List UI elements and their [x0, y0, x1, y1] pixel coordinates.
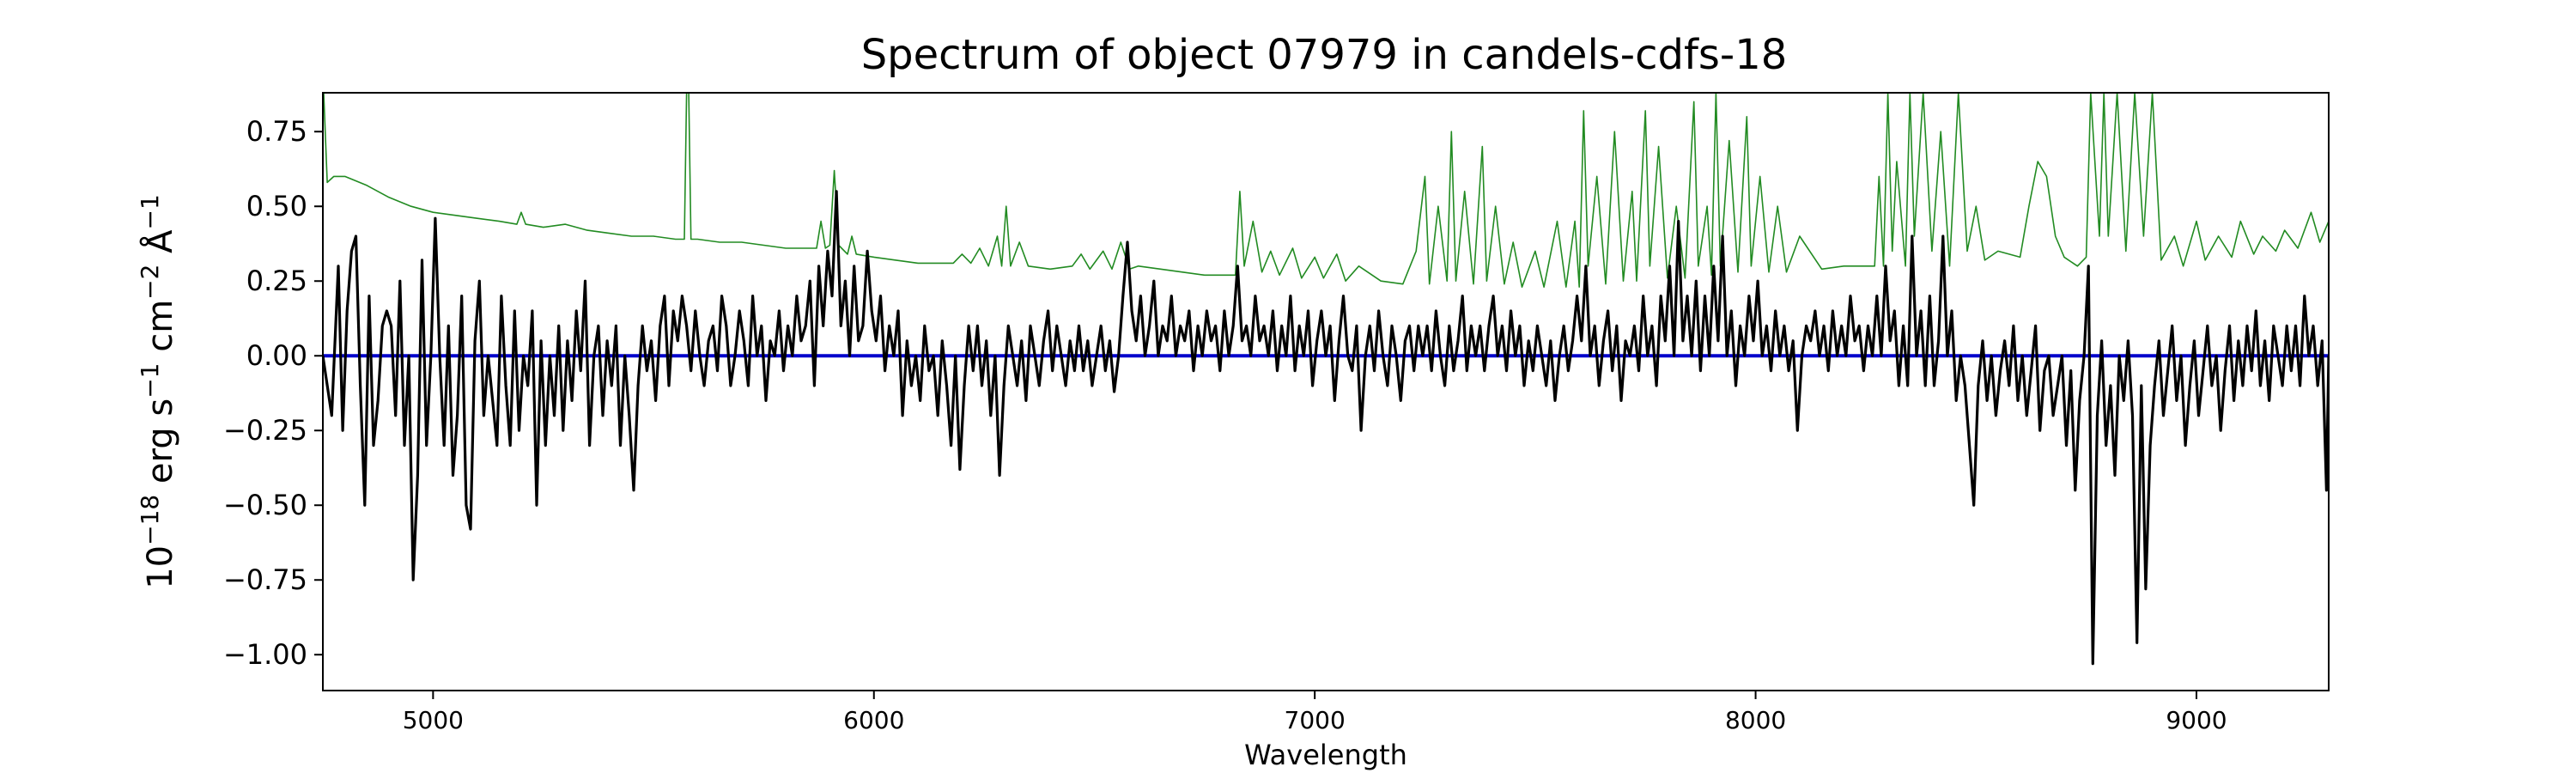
y-tick-label: 0.00: [246, 339, 307, 372]
y-tick-label: −0.25: [223, 414, 307, 447]
chart-title: Spectrum of object 07979 in candels-cdfs…: [861, 31, 1788, 79]
series-line-flux: [323, 190, 2329, 666]
series-layer: [323, 93, 2329, 666]
y-axis: 0.75 0.50 0.25 0.00 −0.25 −0.50 −0.75 −1.00: [223, 115, 323, 671]
x-tick-label: 8000: [1725, 706, 1786, 734]
x-tick-label: 9000: [2166, 706, 2227, 734]
x-tick-label: 6000: [843, 706, 904, 734]
x-axis: 5000 6000 7000 8000 9000: [403, 691, 2227, 734]
y-tick-label: 0.50: [246, 190, 307, 222]
y-tick-label: 0.25: [246, 265, 307, 297]
y-tick-label: 0.75: [246, 115, 307, 148]
series-line-error: [323, 93, 2329, 289]
y-tick-label: −0.50: [223, 489, 307, 521]
y-tick-label: −1.00: [223, 638, 307, 671]
y-tick-label: −0.75: [223, 563, 307, 596]
plot-frame: [322, 92, 2330, 691]
y-axis-label: 10−18 erg s−1 cm−2 Å−1: [136, 194, 180, 589]
x-tick-label: 7000: [1285, 706, 1346, 734]
x-axis-label: Wavelength: [1244, 739, 1407, 771]
x-tick-label: 5000: [403, 706, 464, 734]
